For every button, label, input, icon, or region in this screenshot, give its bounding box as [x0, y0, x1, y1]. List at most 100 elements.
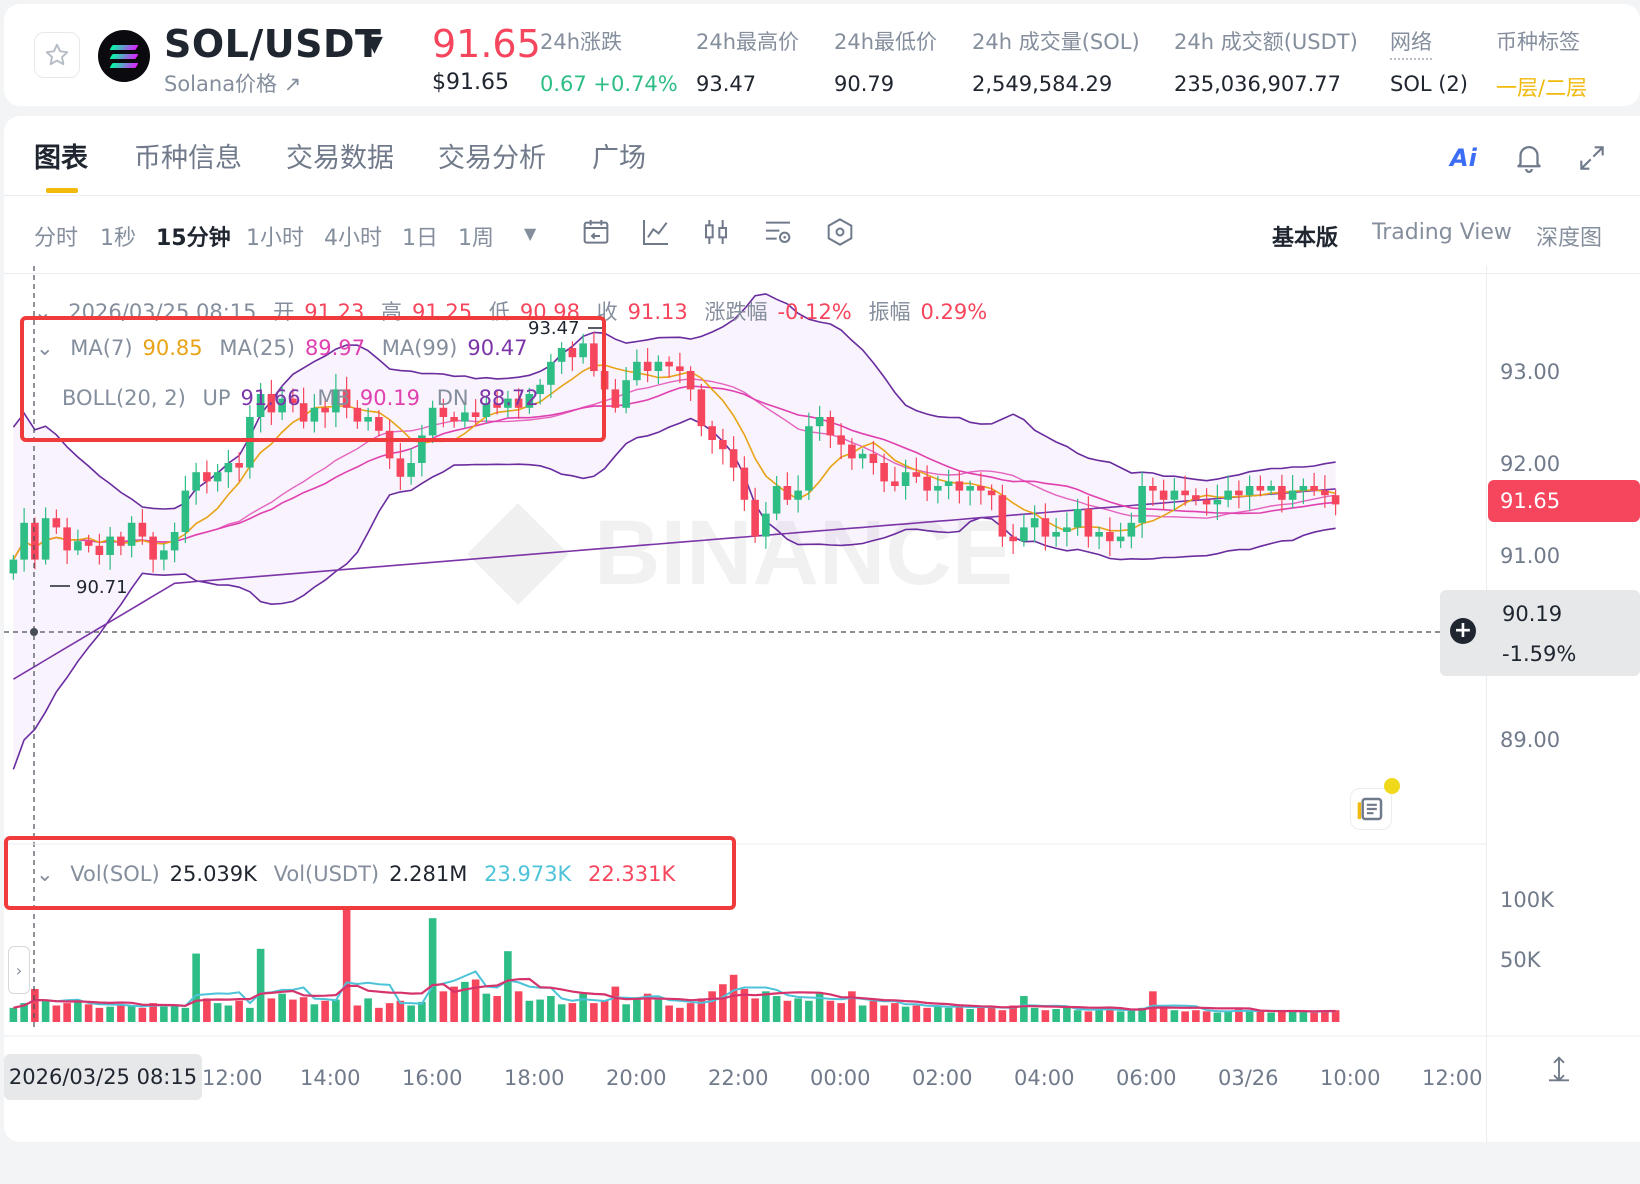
volume-bar [891, 1003, 899, 1022]
favorite-star-button[interactable] [34, 32, 80, 78]
candle-body [117, 536, 125, 546]
volume-bar [1245, 1010, 1254, 1022]
timeframe-1h[interactable]: 1小时 [246, 226, 304, 251]
candle [1310, 472, 1318, 496]
candle-body [1127, 522, 1136, 537]
time-tick: 14:00 [300, 1066, 361, 1090]
calendar-icon[interactable] [580, 216, 612, 248]
volume-bar [783, 1000, 792, 1022]
volume-legend: ⌄ Vol(SOL) 25.039K Vol(USDT) 2.281M 23.973… [36, 862, 685, 886]
pair-dropdown-caret-icon[interactable]: ▼ [366, 32, 383, 57]
price-axis[interactable] [1486, 266, 1640, 1142]
candle [203, 460, 211, 494]
stat-24h-change: 24h涨跌 0.67 +0.74% [540, 26, 678, 96]
version-basic[interactable]: 基本版 [1272, 226, 1339, 251]
candle [1095, 526, 1103, 550]
timeframe-more-caret-icon[interactable]: ▼ [524, 224, 537, 243]
tab-square[interactable]: 广场 [592, 143, 646, 174]
volume-bar [826, 1000, 835, 1022]
volume-bar [912, 1005, 921, 1022]
timeframe-1d[interactable]: 1日 [402, 226, 438, 251]
expand-sidebar-chevron-icon[interactable]: › [8, 946, 30, 994]
ohlc-open: 91.23 [304, 300, 365, 324]
volume-bar [600, 1000, 609, 1022]
hexagon-settings-icon[interactable] [824, 216, 856, 248]
timeframe-time-sharing[interactable]: 分时 [34, 226, 79, 251]
boll-band-area [13, 293, 1336, 770]
volume-bar [310, 1004, 319, 1022]
volume-bar [611, 986, 620, 1022]
candle-body [547, 361, 555, 385]
current-price-tag: 91.65 [1488, 480, 1640, 522]
candle [955, 470, 964, 504]
ai-assistant-icon[interactable]: Ai [1450, 144, 1477, 172]
fullscreen-icon[interactable] [1576, 142, 1608, 174]
stat-coin-tag[interactable]: 币种标签 一层/二层 [1496, 26, 1587, 102]
timeframe-4h[interactable]: 4小时 [324, 226, 382, 251]
candle-body [482, 403, 491, 417]
candle-type-icon[interactable] [700, 216, 732, 248]
stat-network[interactable]: 网络 SOL (2) [1390, 26, 1468, 96]
version-tradingview[interactable]: Trading View [1372, 220, 1512, 245]
candle-body [966, 486, 974, 491]
candle [633, 349, 641, 386]
timeframe-1w[interactable]: 1周 [458, 226, 494, 251]
crosshair-price-tag: + 90.19 -1.59% [1440, 590, 1640, 676]
version-depth[interactable]: 深度图 [1536, 226, 1603, 251]
volume-bar [428, 918, 437, 1022]
timeframe-15m[interactable]: 15分钟 [156, 226, 231, 251]
pair-price-link[interactable]: Solana价格 ↗ [164, 72, 302, 96]
indicator-icon[interactable] [640, 216, 672, 248]
panel-tabs: 图表 币种信息 交易数据 交易分析 广场 Ai [4, 116, 1640, 196]
candle-body [1310, 486, 1318, 491]
candle-body [1256, 486, 1265, 491]
tab-chart[interactable]: 图表 [34, 143, 88, 174]
candle-body [1235, 490, 1243, 496]
time-tick: 22:00 [708, 1066, 769, 1090]
candle-body [923, 476, 931, 491]
volume-bar [869, 1000, 878, 1022]
bell-icon[interactable] [1512, 140, 1546, 174]
auto-scale-icon[interactable] [1544, 1054, 1574, 1084]
volume-bar [407, 1005, 415, 1022]
tab-coin-info[interactable]: 币种信息 [134, 143, 242, 174]
pair-title[interactable]: SOL/USDT [164, 22, 382, 66]
candle-body [461, 412, 469, 422]
candle-body [1181, 490, 1189, 496]
candle-body [181, 490, 190, 532]
candle [686, 366, 695, 401]
volume-bar [923, 1007, 931, 1022]
candle [1106, 517, 1114, 557]
tab-trading-analysis[interactable]: 交易分析 [438, 143, 546, 174]
time-tick: 10:00 [1320, 1066, 1381, 1090]
vol-usdt-value: 2.281M [389, 862, 468, 886]
boll-legend: BOLL(20, 2) UP 91.66 MB 90.19 DN 88.72 [62, 386, 549, 410]
candle-body [1278, 486, 1286, 500]
chevron-down-icon[interactable]: ⌄ [36, 336, 54, 360]
candle [826, 410, 835, 448]
candle-body [837, 435, 845, 445]
timeframe-1s[interactable]: 1秒 [100, 226, 136, 251]
candle [772, 475, 781, 521]
chevron-down-icon[interactable]: ⌄ [36, 862, 54, 886]
volume-bar [1095, 1009, 1103, 1022]
ohlc-change: -0.12% [777, 300, 852, 324]
candle [149, 531, 157, 573]
boll-label: BOLL(20, 2) [62, 386, 186, 410]
candle-body [611, 389, 620, 408]
candle [170, 522, 179, 563]
chart-panel: 图表 币种信息 交易数据 交易分析 广场 Ai 分时 1秒 15分钟 1小时 4… [4, 116, 1640, 1142]
volume-bar [1116, 1011, 1125, 1022]
ma7-line [12, 364, 1336, 561]
boll-up-line [12, 293, 1336, 510]
tab-trading-data[interactable]: 交易数据 [286, 143, 394, 174]
add-alert-plus-icon[interactable]: + [1450, 618, 1476, 644]
candle-body [353, 407, 362, 422]
candle-body [450, 417, 458, 422]
chart-settings-icon[interactable] [762, 216, 794, 248]
notes-icon[interactable] [1350, 788, 1392, 830]
candle [1041, 503, 1050, 551]
candlestick-chart[interactable]: BINANCE 93.47 90.71 [4, 116, 1640, 1142]
candle [891, 466, 899, 492]
stat-24h-volume-sol: 24h 成交量(SOL) 2,549,584.29 [972, 26, 1140, 96]
